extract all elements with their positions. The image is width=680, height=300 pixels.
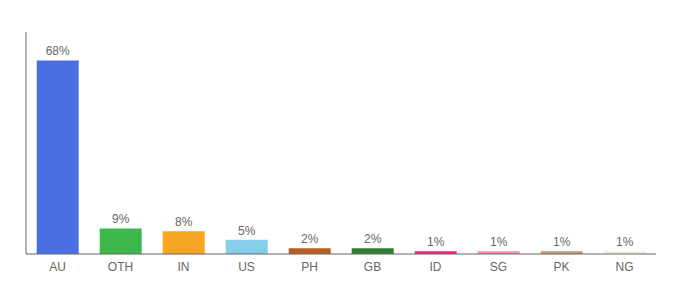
svg-text:GB: GB bbox=[364, 260, 381, 274]
svg-text:OTH: OTH bbox=[108, 260, 133, 274]
svg-text:SG: SG bbox=[490, 260, 507, 274]
svg-text:PK: PK bbox=[553, 260, 569, 274]
svg-text:1%: 1% bbox=[553, 235, 571, 249]
svg-text:US: US bbox=[238, 260, 255, 274]
svg-text:1%: 1% bbox=[616, 235, 634, 249]
svg-text:NG: NG bbox=[616, 260, 634, 274]
svg-text:PH: PH bbox=[301, 260, 318, 274]
svg-text:2%: 2% bbox=[301, 232, 319, 246]
svg-text:2%: 2% bbox=[364, 232, 382, 246]
svg-text:68%: 68% bbox=[46, 44, 70, 58]
svg-text:AU: AU bbox=[49, 260, 66, 274]
svg-text:9%: 9% bbox=[112, 212, 130, 226]
svg-text:5%: 5% bbox=[238, 224, 256, 238]
svg-text:1%: 1% bbox=[490, 235, 508, 249]
svg-text:1%: 1% bbox=[427, 235, 445, 249]
svg-text:IN: IN bbox=[178, 260, 190, 274]
svg-text:8%: 8% bbox=[175, 215, 193, 229]
svg-text:ID: ID bbox=[430, 260, 442, 274]
